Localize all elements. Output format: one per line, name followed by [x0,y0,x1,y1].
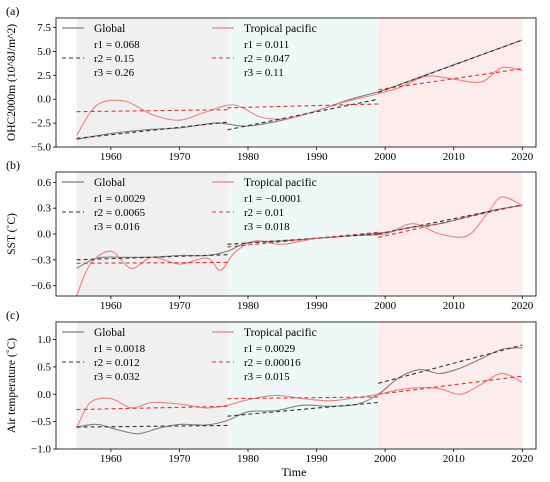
y-axis-title: Air temperature (˚C) [6,338,18,433]
trend-line-2 [227,98,379,131]
legend-tropical-label: Tropical pacific [244,327,317,339]
legend-global-stat: r3 = 0.032 [94,371,140,383]
trend-line-1 [76,121,228,139]
legend-global-stat: r1 = 0.0029 [94,193,146,205]
x-tick-label: 1980 [237,453,260,465]
plot-frame [55,321,537,450]
x-tick-label: 1980 [237,151,260,163]
period-shade-1 [76,322,228,449]
x-tick-label: 1990 [306,151,329,163]
legend-global-label: Global [94,177,125,189]
trend-line-2 [227,233,379,245]
y-tick-label: −1.0 [31,444,51,456]
legend-tropical-stat: r3 = 0.11 [244,67,284,79]
trend-line-3 [378,344,523,384]
x-axis-title: Time [282,465,307,479]
legend-global-stat: r3 = 0.26 [94,67,135,79]
x-tick-label: 1990 [306,453,329,465]
global-series-line [76,347,523,435]
y-tick-label: −0.6 [31,280,51,292]
y-tick-label: −5.0 [31,142,51,154]
legend-global-stat: r1 = 0.068 [94,39,140,51]
legend-tropical-stat: r1 = 0.011 [244,39,289,51]
trend-line-6 [378,204,523,238]
legend-global-label: Global [94,327,125,339]
trend-line-3 [378,204,523,235]
period-shade-3 [378,18,523,147]
legend-tropical-stat: r3 = 0.015 [244,371,290,383]
x-tick-label: 2010 [443,151,466,163]
y-tick-label: 0.6 [37,177,51,189]
x-tick-label: 1970 [168,151,191,163]
y-axis-title: OHC2000m (10^8J/m^2) [6,24,18,141]
y-axis-title: SST (˚C) [6,213,18,255]
trend-line-5 [227,231,379,248]
x-tick-label: 2020 [511,453,534,465]
legend-tropical-stat: r2 = 0.01 [244,207,284,219]
period-shade-2 [227,18,379,147]
panel-label: (a) [6,4,19,18]
trend-line-3 [378,39,523,94]
period-shade-1 [76,18,228,147]
panel-label: (c) [6,308,19,322]
legend-tropical-stat: r2 = 0.047 [244,53,290,65]
x-tick-label: 1960 [100,453,123,465]
legend-global-stat: r3 = 0.016 [94,221,140,233]
trend-line-6 [378,68,523,91]
period-shade-2 [227,322,379,449]
y-tick-label: 0.3 [37,203,51,215]
legend-tropical-stat: r2 = 0.00016 [244,357,301,369]
legend-tropical-label: Tropical pacific [244,177,317,189]
legend-global-stat: r2 = 0.0065 [94,207,146,219]
period-shade-3 [378,172,523,296]
y-tick-label: 0.5 [37,361,51,373]
x-tick-label: 2010 [443,453,466,465]
trend-line-6 [378,375,523,395]
y-tick-label: 5.0 [37,46,51,58]
x-tick-label: 2000 [374,151,397,163]
legend-tropical-stat: r3 = 0.018 [244,221,290,233]
x-tick-label: 2020 [511,151,534,163]
y-tick-label: −0.5 [31,416,51,428]
x-tick-label: 2020 [511,300,534,312]
y-tick-label: 1.0 [37,334,51,346]
legend-global-stat: r1 = 0.0018 [94,343,146,355]
legend-global-label: Global [94,23,125,35]
trend-line-2 [227,401,379,417]
y-tick-label: −2.5 [31,118,51,130]
x-tick-label: 1960 [100,300,123,312]
tropical-pacific-series-line [76,372,523,429]
x-tick-label: 2000 [374,453,397,465]
legend-global-stat: r2 = 0.012 [94,357,140,369]
x-tick-label: 2010 [443,300,466,312]
y-tick-label: 7.5 [37,22,51,34]
panel-label: (b) [6,158,20,172]
x-tick-label: 1980 [237,300,260,312]
x-tick-label: 1970 [168,300,191,312]
y-tick-label: 0.0 [37,229,51,241]
x-tick-label: 1990 [306,300,329,312]
legend-tropical-stat: r1 = 0.0029 [244,343,296,355]
tropical-pacific-series-line [76,66,523,136]
global-series-line [76,39,523,140]
y-tick-label: 2.5 [37,70,51,82]
legend-tropical-label: Tropical pacific [244,23,317,35]
legend-tropical-stat: r1 = −0.0001 [244,193,301,205]
legend-global-stat: r2 = 0.15 [94,53,135,65]
period-shade-1 [76,172,228,296]
y-tick-label: −0.3 [31,254,51,266]
x-tick-label: 1960 [100,151,123,163]
y-tick-label: 0.0 [37,389,51,401]
panel-2: 1960 1970 1980 1990 2000 2010 2020 −0.6 −0.3 0.0 0… [6,158,537,312]
x-tick-label: 2000 [374,300,397,312]
y-tick-label: 0.0 [37,94,51,106]
x-tick-label: 1970 [168,453,191,465]
plot-frame [55,17,537,148]
panel-1: 1960 1970 1980 1990 2000 2010 2020 −5.0 −2.5 0.0 2… [6,4,537,163]
tropical-pacific-series-line [76,196,523,297]
panel-3: 1960 1970 1980 1990 2000 2010 2020 −1.0 −0.5 0.0 0… [6,308,537,465]
period-shade-2 [227,172,379,296]
